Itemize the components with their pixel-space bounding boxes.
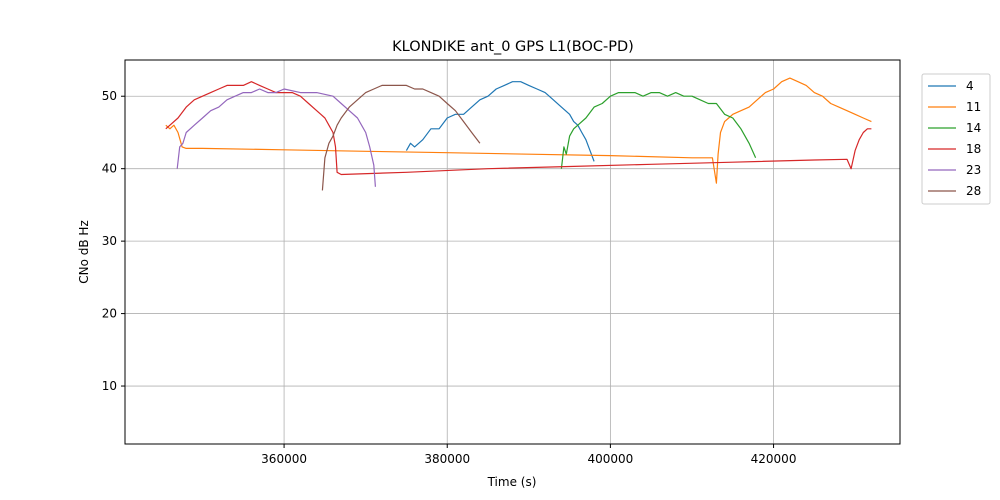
legend-label-11: 11	[966, 100, 981, 114]
series-23-line	[176, 88, 376, 187]
series-11-line	[165, 77, 872, 184]
y-tick-label: 30	[102, 234, 117, 248]
series-28-line	[321, 84, 481, 191]
y-tick-label: 20	[102, 307, 117, 321]
chart-title: KLONDIKE ant_0 GPS L1(BOC-PD)	[392, 39, 634, 55]
x-tick-label: 360000	[261, 452, 307, 466]
series-14-line	[560, 92, 757, 169]
plot-frame	[124, 59, 901, 445]
legend-label-14: 14	[966, 121, 981, 135]
series-4-line	[405, 81, 595, 162]
x-tick-label: 380000	[424, 452, 470, 466]
legend: 4 11 14 18 23 28	[921, 73, 991, 205]
y-tick-label: 40	[102, 162, 117, 176]
legend-label-28: 28	[966, 184, 981, 198]
y-axis-title: CNo dB Hz	[77, 220, 91, 284]
legend-label-18: 18	[966, 142, 981, 156]
y-axis: 10 20 30 40 50	[102, 89, 125, 393]
legend-label-23: 23	[966, 163, 981, 177]
y-tick-label: 50	[102, 89, 117, 103]
grid	[125, 60, 900, 444]
x-axis: 360000 380000 400000 420000	[261, 444, 796, 466]
y-tick-label: 10	[102, 379, 117, 393]
x-tick-label: 400000	[587, 452, 633, 466]
x-tick-label: 420000	[751, 452, 797, 466]
series-layer	[165, 77, 872, 191]
x-axis-title: Time (s)	[487, 475, 537, 489]
series-18-line	[165, 81, 872, 176]
legend-label-4: 4	[966, 79, 974, 93]
